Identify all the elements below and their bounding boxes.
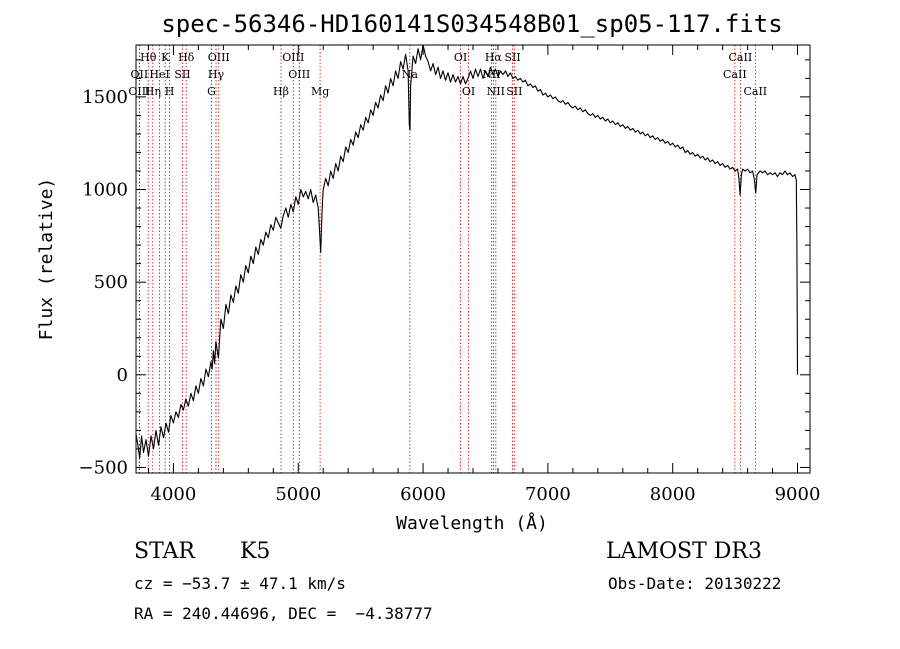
line-label-6: Hδ	[178, 51, 195, 64]
chart-title: spec-56346-HD160141S034548B01_sp05-117.f…	[161, 10, 782, 38]
line-label-15: Mg	[311, 85, 329, 98]
line-label-19: Hα	[485, 51, 503, 64]
y-tick-label-500: 500	[94, 272, 128, 293]
plot-frame	[135, 44, 811, 474]
line-label-17: OI	[454, 51, 467, 64]
observation-date: Obs-Date: 20130222	[608, 574, 782, 593]
line-label-4: HeI	[149, 68, 169, 81]
x-tick-label-4000: 4000	[151, 484, 197, 505]
line-label-14: Hβ	[273, 85, 289, 98]
line-label-12: OIII	[282, 51, 304, 64]
y-axis-label: Flux (relative)	[36, 178, 57, 341]
spectrum-series-0	[135, 44, 799, 459]
x-tick-label-6000: 6000	[400, 484, 446, 505]
spectral-line-markers	[138, 45, 756, 473]
line-label-21: NII	[482, 68, 500, 81]
line-label-11: G	[207, 85, 216, 98]
y-tick-label-0: 0	[117, 365, 128, 386]
survey-name: LAMOST DR3	[606, 539, 762, 564]
line-label-26: CaII	[743, 85, 767, 98]
subclass: K5	[240, 539, 271, 564]
line-label-1: OII	[131, 68, 149, 81]
coordinates: RA = 240.44696, DEC = −4.38777	[134, 604, 433, 623]
x-axis-label: Wavelength (Å)	[396, 512, 548, 534]
line-label-10: Hγ	[208, 68, 225, 81]
line-label-13: OIII	[288, 68, 310, 81]
spectrum-layer	[135, 44, 799, 459]
y-tick-label-1500: 1500	[82, 87, 128, 108]
x-tick-label-5000: 5000	[275, 484, 321, 505]
line-label-5: Hη	[145, 85, 161, 98]
line-label-7: SII	[174, 68, 190, 81]
line-label-3: K	[161, 51, 170, 64]
line-label-2: OIII	[128, 85, 150, 98]
line-label-23: SII	[506, 85, 522, 98]
line-label-8: H	[165, 85, 175, 98]
x-tick-label-9000: 9000	[775, 484, 821, 505]
line-label-18: OI	[462, 85, 475, 98]
line-label-16: Na	[402, 68, 419, 81]
axis-ticks: 4000 5000 6000 7000 8000 9000 −500 0 500 1000 1500	[79, 45, 821, 505]
x-tick-label-8000: 8000	[650, 484, 696, 505]
y-tick-label--500: −500	[79, 457, 128, 478]
line-label-9: OIII	[208, 51, 230, 64]
redshift-velocity: cz = −53.7 ± 47.1 km/s	[134, 574, 346, 593]
spectral-line-labels: Hθ OII OIII K HeI Hη Hδ SII H OIII Hγ G OIII OIII Hβ Mg…	[128, 51, 767, 98]
line-label-22: NII	[487, 85, 505, 98]
object-class: STAR	[134, 539, 195, 564]
line-label-25: CaII	[723, 68, 747, 81]
line-label-0: Hθ	[140, 51, 157, 64]
x-tick-label-7000: 7000	[525, 484, 571, 505]
line-label-24: CaII	[729, 51, 753, 64]
line-label-20: SII	[504, 51, 520, 64]
y-tick-label-1000: 1000	[82, 180, 128, 201]
